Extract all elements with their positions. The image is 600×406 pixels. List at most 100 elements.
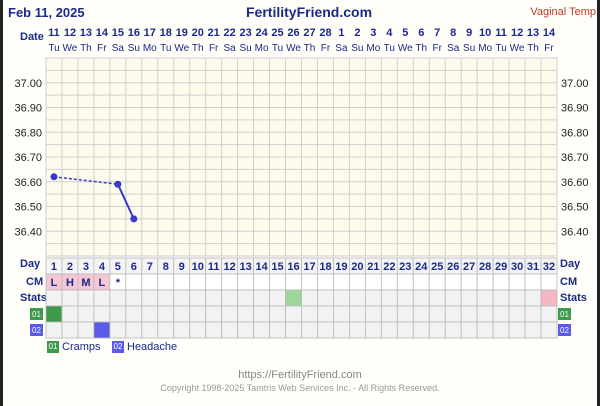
symptom-cell xyxy=(61,305,79,323)
stats-cell xyxy=(396,289,414,307)
cm-cell xyxy=(237,273,254,291)
day-number: 28 xyxy=(479,261,491,273)
row-code-01-left xyxy=(30,308,43,320)
date-label: 5 xyxy=(402,27,408,39)
date-label: 8 xyxy=(450,27,456,39)
symptom-cell xyxy=(380,305,398,323)
symptom-cell xyxy=(524,305,542,323)
weekday-label: We xyxy=(174,43,189,54)
date-label: 7 xyxy=(434,27,440,39)
weekday-label: Th xyxy=(192,43,204,54)
day-number: 10 xyxy=(192,261,204,273)
stats-row-label-left: Stats xyxy=(20,292,47,304)
day-number: 8 xyxy=(163,261,169,273)
date-row-label: Date xyxy=(20,31,44,43)
site-title[interactable]: FertilityFriend.com xyxy=(246,4,373,20)
weekday-label: Sa xyxy=(224,43,237,54)
date-label: 15 xyxy=(112,27,124,39)
day-number: 2 xyxy=(67,261,73,273)
temp-point xyxy=(130,215,138,223)
symptom-cell xyxy=(444,305,462,323)
weekday-label: Sa xyxy=(112,43,125,54)
date-label: 4 xyxy=(386,27,393,39)
stats-cell xyxy=(317,289,334,307)
date-label: 17 xyxy=(144,27,156,39)
weekday-label: Fr xyxy=(209,43,219,54)
weekday-label: Sa xyxy=(335,43,348,54)
weekday-label: Th xyxy=(304,43,316,54)
cm-cell xyxy=(157,273,175,291)
stats-cell xyxy=(253,289,270,307)
symptom-cell xyxy=(396,305,414,323)
y-tick-left: 36.40 xyxy=(14,226,42,238)
y-tick-left: 37.00 xyxy=(14,78,42,90)
temp-type-label: Vaginal Temp xyxy=(530,6,596,18)
row-code-text: 02 xyxy=(560,326,569,335)
symptom-cell xyxy=(492,321,510,339)
cm-cell xyxy=(333,273,350,291)
cm-cell xyxy=(173,273,191,291)
cm-value: L xyxy=(51,277,58,289)
symptom-cell xyxy=(428,305,446,323)
weekday-label: Fr xyxy=(544,43,554,54)
symptom-cell xyxy=(380,321,398,339)
symptom-cell xyxy=(540,321,558,339)
stats-cell xyxy=(460,289,478,307)
y-tick-left: 36.50 xyxy=(14,202,42,214)
stats-cell xyxy=(380,289,398,307)
date-label: 24 xyxy=(255,27,268,39)
symptom-cell xyxy=(157,305,175,323)
symptom-cell xyxy=(189,321,207,339)
date-label: 26 xyxy=(287,27,299,39)
cm-cell xyxy=(492,273,510,291)
stats-cell xyxy=(93,289,111,307)
symptom-cell xyxy=(109,321,127,339)
weekday-label: Su xyxy=(239,43,251,54)
symptom-cell xyxy=(396,321,414,339)
date-label: 9 xyxy=(466,27,472,39)
symptom-cell xyxy=(269,321,286,339)
day-number: 25 xyxy=(431,261,443,273)
cm-cell xyxy=(349,273,366,291)
day-number: 22 xyxy=(383,261,395,273)
date-label: 1 xyxy=(338,27,344,39)
symptom-cell xyxy=(301,305,318,323)
stats-cell xyxy=(237,289,254,307)
footer-copyright: Copyright 1998-2025 Tamtris Web Services… xyxy=(160,383,440,393)
symptom-cell xyxy=(301,321,318,339)
day-number: 30 xyxy=(511,261,523,273)
date-label: 19 xyxy=(176,27,188,39)
stats-cell xyxy=(476,289,494,307)
footer-url[interactable]: https://FertilityFriend.com xyxy=(238,369,362,381)
weekday-label: We xyxy=(510,43,525,54)
symptom-cell xyxy=(221,305,239,323)
weekday-label: Mo xyxy=(478,43,492,54)
stats-cell xyxy=(524,289,542,307)
weekday-label: We xyxy=(398,43,413,54)
symptom-cell xyxy=(157,321,175,339)
symptom-cell xyxy=(141,305,159,323)
symptom-cell xyxy=(540,305,558,323)
symptom-cell xyxy=(189,305,207,323)
symptom-cell xyxy=(125,321,143,339)
date-label: 16 xyxy=(128,27,140,39)
cm-row-label-left: CM xyxy=(26,276,44,288)
headache-legend-swatch: 02 xyxy=(112,341,124,353)
date-label: 2 xyxy=(354,27,360,39)
date-label: 11 xyxy=(495,27,507,39)
day-number: 9 xyxy=(179,261,185,273)
cm-cell xyxy=(444,273,462,291)
cm-value: L xyxy=(99,277,106,289)
temp-line-dashed xyxy=(53,176,118,185)
day-number: 20 xyxy=(351,261,363,273)
date-label: 18 xyxy=(160,27,172,39)
symptom-cell xyxy=(349,321,366,339)
weekday-label: Mo xyxy=(143,43,157,54)
symptom-cell xyxy=(45,321,63,339)
symptom-cell xyxy=(77,305,95,323)
weekday-label: Th xyxy=(527,43,539,54)
day-number: 23 xyxy=(399,261,411,273)
date-label: 13 xyxy=(527,27,539,39)
weekday-label: Sa xyxy=(447,43,460,54)
row-code-text: 01 xyxy=(560,310,569,319)
